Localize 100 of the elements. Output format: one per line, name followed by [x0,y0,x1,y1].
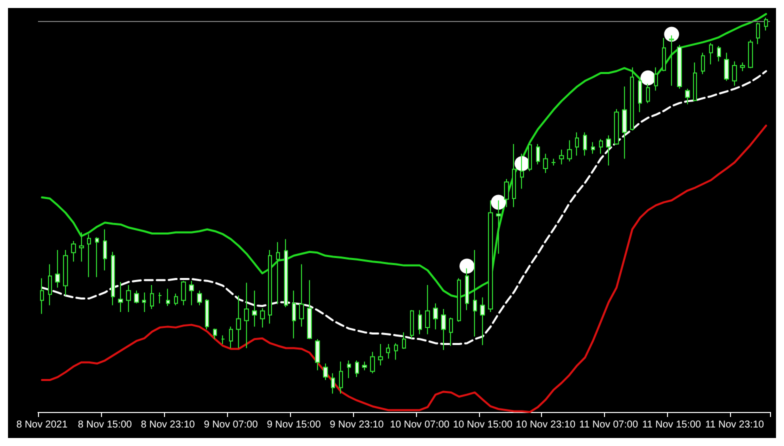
candlestick [370,351,375,374]
candlestick [229,326,233,349]
candlestick [331,372,335,394]
x-tick-label: 10 Nov 15:00 [452,420,513,430]
candlestick [622,86,627,160]
candlestick [646,83,650,104]
candlestick [528,144,532,172]
candlestick [410,310,414,339]
candlestick [63,250,68,296]
candlestick [236,294,241,349]
candlestick [654,66,658,92]
candlestick [386,343,390,360]
candlestick [95,236,99,278]
candlestick [189,280,194,306]
candlestick [362,361,367,371]
candlestick [244,282,249,349]
candlestick [740,62,745,72]
candlestick [134,290,139,304]
candlestick [103,228,107,271]
candlestick [355,360,359,378]
candlestick [205,298,209,330]
x-tick-label: 11 Nov 07:00 [579,420,638,430]
candlestick [79,232,84,262]
x-tick-label: 8 Nov 23:10 [140,420,196,430]
candlestick [111,251,115,306]
x-tick-label: 9 Nov 15:00 [266,420,322,430]
candlestick [591,142,595,154]
candlestick [575,132,579,156]
candlestick [567,140,572,162]
candlestick [724,52,729,82]
candlestick [394,342,398,360]
candlestick [465,268,469,311]
candlestick [748,39,753,69]
candlestick [717,45,721,62]
candlestick [583,132,587,156]
candlestick [662,38,666,72]
candlestick [457,278,461,322]
candlestick [181,280,186,306]
candlestick [166,288,170,307]
candlestick [677,44,682,90]
candlestick [402,332,406,350]
candlestick [732,60,737,86]
candlestick [197,290,202,306]
candlestick [559,149,564,165]
point [640,70,656,86]
point [459,258,474,274]
candlestick [213,328,217,340]
candlestick [276,242,280,305]
point [664,26,680,42]
candlestick [449,317,453,346]
candlestick [221,334,225,344]
candlestick [614,108,619,146]
candlestick [174,293,178,306]
candlestick [126,284,131,313]
candlestick [55,250,60,288]
candlestick [599,138,603,154]
x-tick-label: 8 Nov 15:00 [78,420,132,430]
candlestick [292,290,296,339]
candlestick [315,338,320,371]
candlestick [441,308,446,350]
point [490,194,506,210]
candlestick [638,78,642,113]
candlestick [252,290,257,328]
candlestick [87,234,91,278]
candlestick [118,281,123,313]
candlestick [630,66,634,132]
candlestick [260,308,265,328]
candlestick [536,144,540,165]
candlestick [512,144,516,208]
candlestick [40,278,44,314]
candlestick [764,17,768,32]
candlestick [520,153,524,190]
candlestick [323,363,328,381]
candlestick [480,296,485,346]
candlestick [339,361,343,394]
x-tick-label: 8 Nov 2021 [16,420,68,430]
candlestick [606,134,611,166]
x-tick-label: 11 Nov 23:10 [705,420,764,430]
candlestick [71,240,76,262]
candlestick [473,250,477,337]
candlestick [425,284,430,335]
candlestick [685,88,690,105]
candlestick [307,280,312,340]
candlestick [284,238,288,308]
candlestick [488,200,493,313]
candlestick [48,264,52,306]
candlestick [543,153,548,174]
x-tick-label: 9 Nov 07:00 [204,420,258,430]
candlestick [378,343,383,366]
candlestick [701,52,705,75]
candlestick [709,42,713,65]
candlestick [150,284,154,310]
candlestick [433,302,438,330]
candlestick [299,264,304,328]
candlestick [669,34,674,86]
candlestick [418,310,422,335]
x-tick-label: 9 Nov 23:10 [330,420,384,430]
candlestick [142,292,146,313]
candlestick [496,200,501,254]
candlestick [268,250,272,324]
